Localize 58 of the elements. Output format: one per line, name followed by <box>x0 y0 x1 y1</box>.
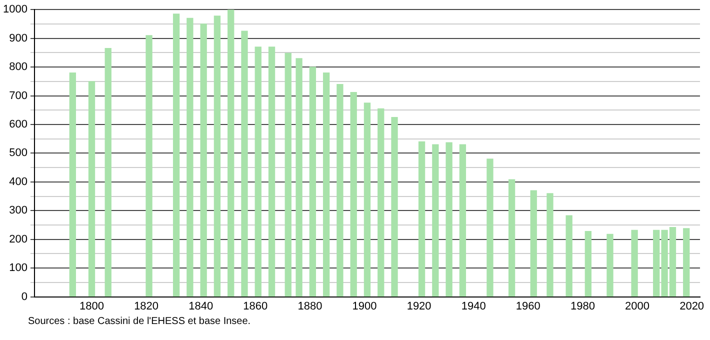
bar <box>228 10 234 297</box>
x-tick-label: 1860 <box>243 300 268 312</box>
source-note: Sources : base Cassini de l'EHESS et base Insee. <box>28 316 252 327</box>
bar <box>364 102 371 297</box>
bar <box>309 66 316 297</box>
y-tick-label: 400 <box>9 176 28 188</box>
bar <box>486 158 494 297</box>
x-tick-label: 1980 <box>570 300 595 312</box>
bar <box>254 46 262 297</box>
bar <box>172 14 180 297</box>
bar <box>546 193 554 297</box>
bar <box>459 144 466 297</box>
y-tick-label: 800 <box>9 61 28 74</box>
bar <box>241 30 248 297</box>
x-tick-label: 1840 <box>188 300 214 312</box>
y-tick-label: 500 <box>9 147 28 160</box>
bar <box>566 215 572 297</box>
x-tick-label: 2020 <box>680 300 704 312</box>
x-tick-label: 1820 <box>134 300 159 312</box>
bar <box>391 116 398 297</box>
bar <box>214 16 221 297</box>
bar <box>268 46 276 297</box>
y-tick-label: 700 <box>9 90 28 102</box>
bar <box>418 141 426 297</box>
bar <box>104 48 112 297</box>
bar <box>350 92 357 297</box>
bar <box>378 108 384 297</box>
bar <box>296 58 302 297</box>
y-tick-label: 200 <box>9 233 28 246</box>
bar <box>69 72 76 297</box>
x-tick-label: 1920 <box>406 300 432 312</box>
bar <box>508 179 516 297</box>
x-tick-label: 1960 <box>516 300 540 312</box>
bar <box>584 230 592 297</box>
bar <box>146 35 152 297</box>
bar <box>336 84 344 297</box>
x-tick-label: 1900 <box>352 300 377 312</box>
bar <box>186 18 194 297</box>
bar <box>631 230 638 297</box>
bar <box>530 190 537 297</box>
bar <box>322 72 330 297</box>
y-tick-label: 0 <box>21 290 28 303</box>
y-tick-label: 100 <box>9 262 28 274</box>
x-tick-label: 1880 <box>298 300 322 312</box>
y-tick-label: 1000 <box>2 4 28 16</box>
bar <box>683 228 690 297</box>
x-tick-label: 2000 <box>625 300 650 312</box>
x-tick-label: 1800 <box>80 300 104 312</box>
x-tick-label: 1940 <box>461 300 486 312</box>
bar <box>200 24 207 297</box>
bar <box>284 52 292 297</box>
bar <box>606 234 614 297</box>
bar <box>446 142 452 297</box>
bar <box>88 81 96 297</box>
bar <box>432 144 439 297</box>
y-tick-label: 900 <box>9 32 28 44</box>
y-tick-label: 300 <box>9 204 28 217</box>
y-tick-label: 600 <box>9 118 28 131</box>
